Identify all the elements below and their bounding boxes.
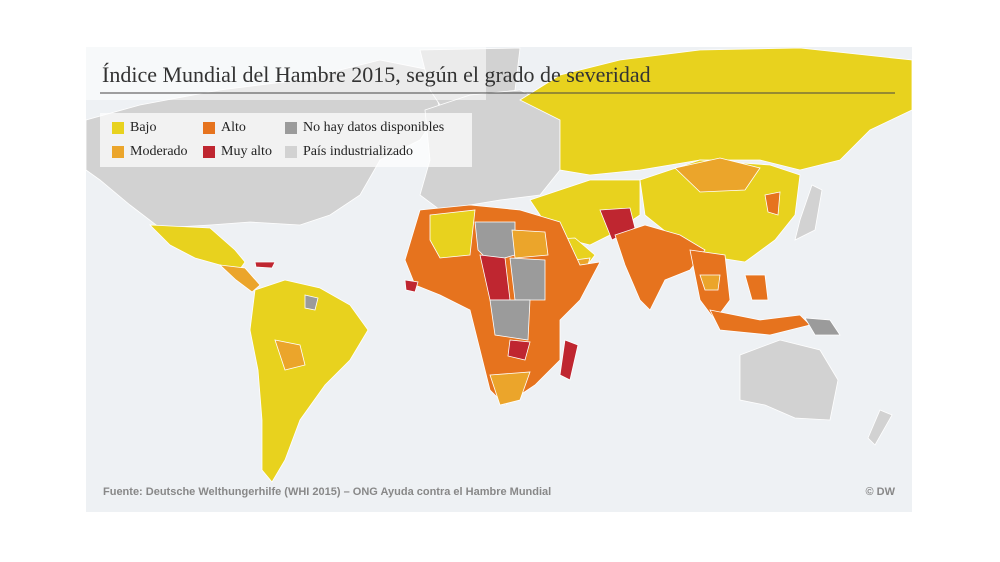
- mongolia: [674, 157, 761, 193]
- legend-swatch: [112, 122, 124, 134]
- russia: [519, 47, 913, 176]
- legend-swatch: [285, 146, 297, 158]
- south-africa: [489, 371, 531, 406]
- sudan: [509, 257, 546, 301]
- thailand: [699, 274, 721, 291]
- guiana: [304, 294, 319, 311]
- legend-label: Muy alto: [221, 144, 272, 159]
- congo: [489, 299, 531, 341]
- copyright: © DW: [866, 486, 896, 498]
- legend-label: Alto: [221, 120, 246, 135]
- australia: [739, 339, 839, 421]
- south-america: [249, 279, 369, 483]
- title-backdrop: [86, 47, 486, 100]
- legend-label: Moderado: [130, 144, 188, 159]
- title: Índice Mundial del Hambre 2015, según el…: [102, 62, 651, 87]
- source: Fuente: Deutsche Welthungerhilfe (WHI 20…: [103, 486, 551, 498]
- north-africa: [429, 209, 476, 259]
- new-zealand: [867, 409, 893, 446]
- japan: [794, 184, 823, 241]
- legend-swatch: [203, 122, 215, 134]
- legend-swatch: [112, 146, 124, 158]
- zambia: [507, 339, 531, 361]
- legend-label: País industrializado: [303, 144, 413, 159]
- legend-swatch: [203, 146, 215, 158]
- india: [614, 224, 706, 311]
- legend-label: No hay datos disponibles: [303, 120, 444, 135]
- legend-swatch: [285, 122, 297, 134]
- korea: [764, 191, 781, 216]
- legend: Bajo Alto No hay datos disponibles Moderado…: [112, 120, 444, 159]
- papua: [804, 317, 841, 336]
- philippines: [744, 274, 769, 301]
- egypt: [511, 229, 549, 259]
- legend-label: Bajo: [130, 120, 156, 135]
- bolivia: [274, 339, 306, 371]
- sierra-leone: [404, 279, 419, 293]
- central-america: [218, 264, 261, 293]
- madagascar: [559, 339, 579, 381]
- haiti: [254, 261, 276, 269]
